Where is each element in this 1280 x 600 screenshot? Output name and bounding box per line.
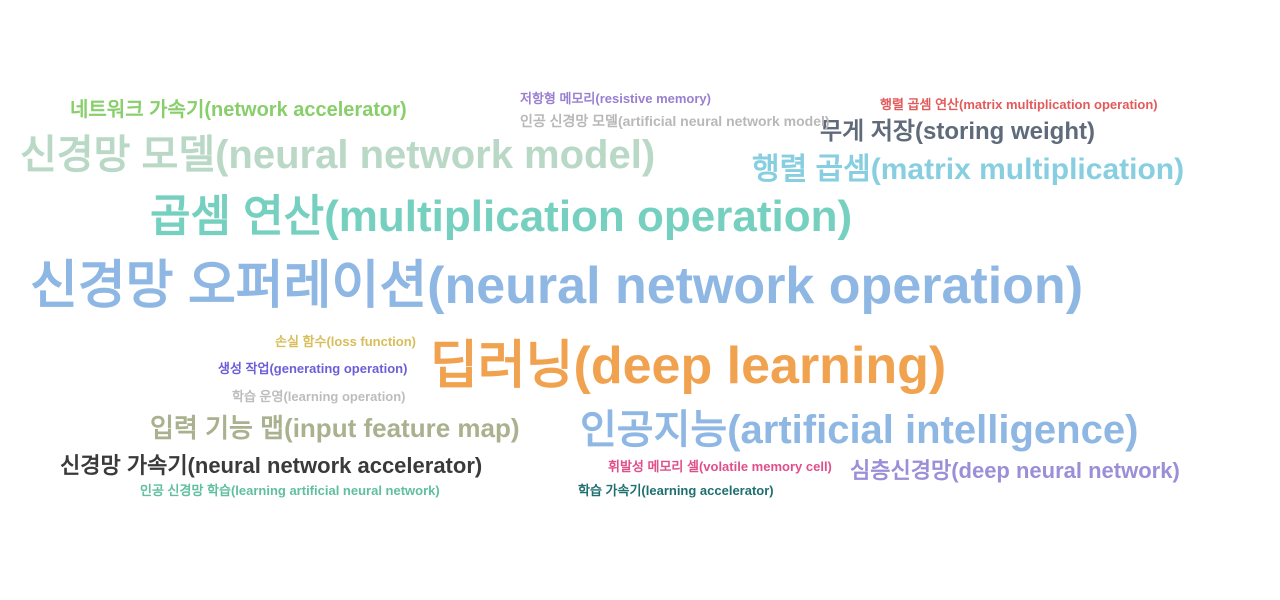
wordcloud-term: 입력 기능 맵(input feature map) (150, 415, 520, 441)
wordcloud-term: 손실 함수(loss function) (275, 335, 416, 348)
wordcloud-term: 신경망 가속기(neural network accelerator) (60, 455, 482, 477)
wordcloud-term: 신경망 오퍼레이션(neural network operation) (30, 260, 1083, 312)
wordcloud-container: 신경망 오퍼레이션(neural network operation) 딥러닝(d… (0, 0, 1280, 600)
wordcloud-term: 딥러닝(deep learning) (430, 340, 946, 392)
wordcloud-term: 저항형 메모리(resistive memory) (520, 92, 711, 105)
wordcloud-term: 심층신경망(deep neural network) (850, 460, 1180, 482)
wordcloud-term: 휘발성 메모리 셀(volatile memory cell) (608, 460, 832, 473)
wordcloud-term: 인공 신경망 모델(artificial neural network mode… (520, 114, 830, 128)
wordcloud-term: 인공지능(artificial intelligence) (580, 410, 1138, 450)
wordcloud-term: 신경망 모델(neural network model) (20, 135, 655, 175)
wordcloud-term: 네트워크 가속기(network accelerator) (70, 100, 407, 120)
wordcloud-term: 행렬 곱셈 연산(matrix multiplication operation… (880, 98, 1158, 111)
wordcloud-term: 무게 저장(storing weight) (820, 120, 1095, 144)
wordcloud-term: 행렬 곱셈(matrix multiplication) (752, 155, 1184, 185)
wordcloud-term: 학습 가속기(learning accelerator) (578, 484, 774, 497)
wordcloud-term: 학습 운영(learning operation) (232, 390, 406, 403)
wordcloud-term: 인공 신경망 학습(learning artificial neural net… (140, 484, 440, 497)
wordcloud-term: 생성 작업(generating operation) (218, 362, 407, 375)
wordcloud-term: 곱셈 연산(multiplication operation) (150, 195, 852, 239)
